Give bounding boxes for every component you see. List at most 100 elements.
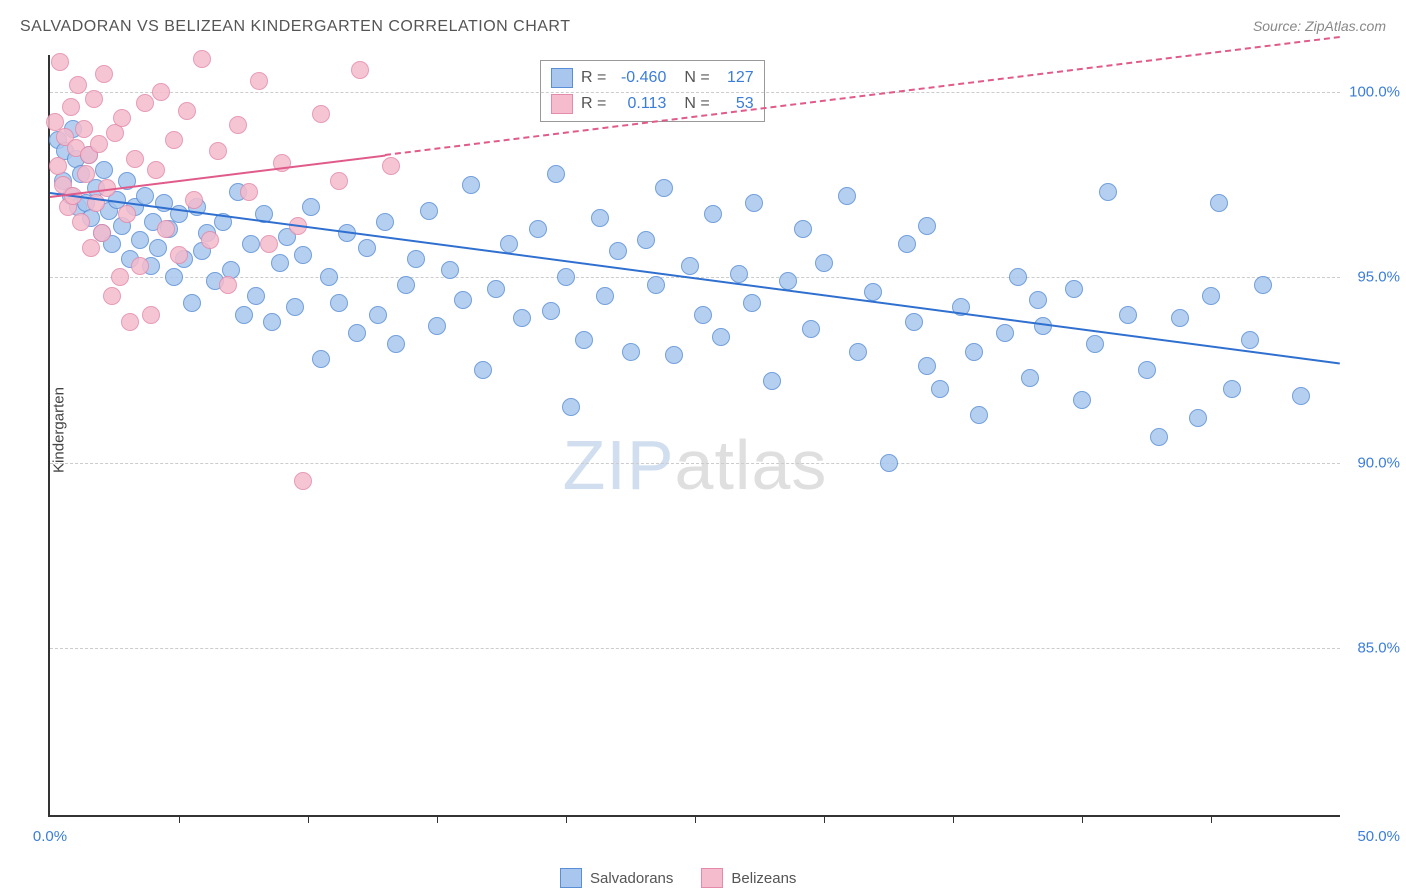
data-point — [178, 102, 196, 120]
legend-item-2: Belizeans — [701, 868, 796, 888]
data-point — [113, 109, 131, 127]
data-point — [1189, 409, 1207, 427]
n-label: N = — [684, 69, 709, 87]
legend-label-2: Belizeans — [731, 870, 796, 887]
data-point — [547, 165, 565, 183]
data-point — [302, 198, 320, 216]
data-point — [136, 94, 154, 112]
data-point — [382, 157, 400, 175]
data-point — [82, 239, 100, 257]
ytick-label: 100.0% — [1345, 84, 1400, 101]
data-point — [157, 220, 175, 238]
data-point — [330, 172, 348, 190]
trend-line — [50, 192, 1340, 365]
data-point — [149, 239, 167, 257]
xtick — [824, 815, 825, 823]
legend-swatch-2 — [701, 868, 723, 888]
data-point — [681, 257, 699, 275]
data-point — [229, 116, 247, 134]
data-point — [965, 343, 983, 361]
data-point — [1254, 276, 1272, 294]
data-point — [247, 287, 265, 305]
data-point — [622, 343, 640, 361]
data-point — [131, 257, 149, 275]
data-point — [575, 331, 593, 349]
data-point — [142, 306, 160, 324]
data-point — [1241, 331, 1259, 349]
data-point — [95, 161, 113, 179]
data-point — [271, 254, 289, 272]
data-point — [500, 235, 518, 253]
data-point — [745, 194, 763, 212]
xtick-label-right: 50.0% — [1345, 828, 1400, 845]
data-point — [1223, 380, 1241, 398]
data-point — [136, 187, 154, 205]
data-point — [131, 231, 149, 249]
data-point — [193, 50, 211, 68]
data-point — [996, 324, 1014, 342]
data-point — [1150, 428, 1168, 446]
data-point — [420, 202, 438, 220]
data-point — [513, 309, 531, 327]
data-point — [93, 224, 111, 242]
data-point — [152, 83, 170, 101]
data-point — [330, 294, 348, 312]
data-point — [864, 283, 882, 301]
data-point — [694, 306, 712, 324]
data-point — [348, 324, 366, 342]
ytick-label: 95.0% — [1345, 269, 1400, 286]
data-point — [387, 335, 405, 353]
data-point — [235, 306, 253, 324]
data-point — [730, 265, 748, 283]
data-point — [655, 179, 673, 197]
data-point — [397, 276, 415, 294]
data-point — [376, 213, 394, 231]
data-point — [51, 53, 69, 71]
n-label-2: N = — [684, 95, 709, 113]
swatch-series-2 — [551, 94, 573, 114]
data-point — [286, 298, 304, 316]
data-point — [905, 313, 923, 331]
data-point — [542, 302, 560, 320]
data-point — [529, 220, 547, 238]
data-point — [351, 61, 369, 79]
data-point — [428, 317, 446, 335]
n-value-1: 127 — [718, 69, 754, 87]
data-point — [294, 472, 312, 490]
legend-item-1: Salvadorans — [560, 868, 673, 888]
data-point — [49, 157, 67, 175]
watermark: ZIPatlas — [563, 425, 828, 505]
trend-line — [385, 36, 1340, 156]
data-point — [637, 231, 655, 249]
data-point — [312, 105, 330, 123]
data-point — [1171, 309, 1189, 327]
data-point — [918, 217, 936, 235]
ytick-label: 85.0% — [1345, 640, 1400, 657]
data-point — [704, 205, 722, 223]
data-point — [898, 235, 916, 253]
legend-label-1: Salvadorans — [590, 870, 673, 887]
data-point — [596, 287, 614, 305]
data-point — [665, 346, 683, 364]
data-point — [183, 294, 201, 312]
data-point — [103, 287, 121, 305]
data-point — [75, 120, 93, 138]
data-point — [1029, 291, 1047, 309]
data-point — [557, 268, 575, 286]
legend-swatch-1 — [560, 868, 582, 888]
data-point — [1119, 306, 1137, 324]
data-point — [815, 254, 833, 272]
data-point — [147, 161, 165, 179]
data-point — [165, 268, 183, 286]
xtick — [437, 815, 438, 823]
data-point — [165, 131, 183, 149]
data-point — [794, 220, 812, 238]
data-point — [219, 276, 237, 294]
data-point — [90, 135, 108, 153]
data-point — [743, 294, 761, 312]
gridline — [50, 648, 1340, 649]
xtick — [566, 815, 567, 823]
r-label: R = — [581, 69, 606, 87]
data-point — [802, 320, 820, 338]
source-label: Source: ZipAtlas.com — [1253, 18, 1386, 34]
